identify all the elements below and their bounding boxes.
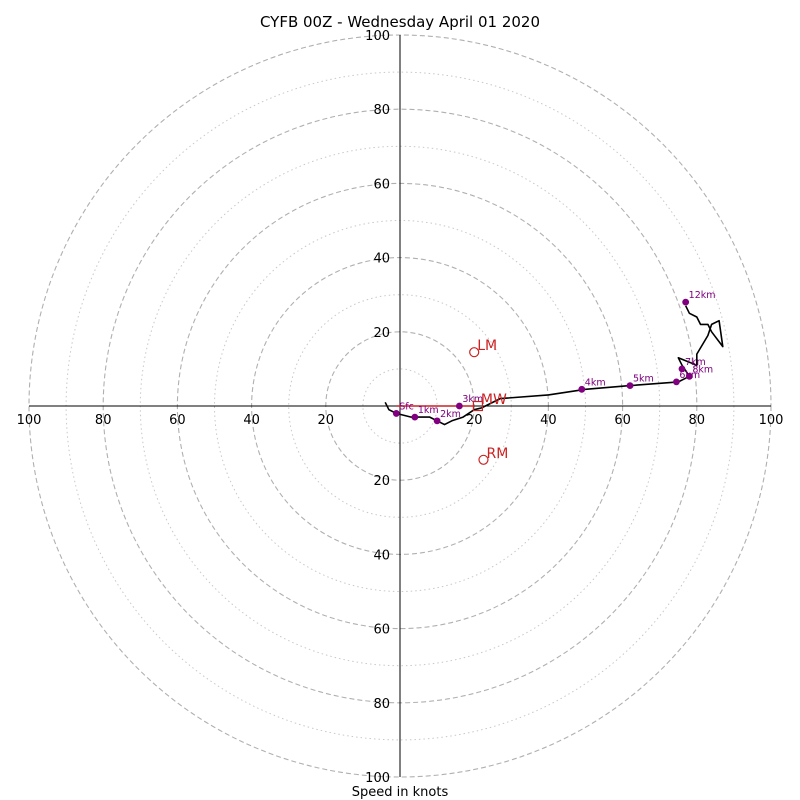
height-point: [578, 385, 586, 393]
height-point: [626, 382, 634, 389]
height-point: [392, 410, 400, 417]
x-tick-label: 20: [318, 413, 335, 428]
y-tick-label: 40: [373, 548, 390, 563]
y-tick-label: 60: [373, 623, 390, 638]
x-tick-label: 60: [614, 413, 631, 428]
height-point: [682, 298, 690, 306]
x-tick-label: 40: [540, 413, 557, 428]
height-point: [433, 417, 441, 425]
x-tick-label: 80: [95, 413, 112, 428]
height-point: [678, 365, 686, 373]
y-tick-label: 80: [373, 697, 390, 712]
height-point-label: 8km: [692, 364, 713, 375]
height-point-label: 5km: [633, 374, 654, 385]
storm-motion-marker: [478, 454, 489, 465]
x-tick-label: 60: [169, 413, 186, 428]
x-axis-label: Speed in knots: [352, 785, 449, 800]
height-point: [455, 402, 463, 410]
y-tick-label: 100: [365, 771, 390, 786]
y-tick-label: 20: [373, 326, 390, 341]
y-tick-label: 80: [373, 103, 390, 118]
height-point-label: 3km: [462, 394, 483, 405]
height-point: [672, 378, 680, 386]
storm-motion-markers: LM RM MW: [469, 338, 508, 465]
height-point: [411, 413, 419, 421]
height-point-label: 4km: [585, 377, 606, 388]
x-tick-label: 80: [689, 413, 706, 428]
chart-title: CYFB 00Z - Wednesday April 01 2020: [260, 13, 540, 31]
storm-motion-marker: [469, 347, 480, 358]
height-point: [685, 372, 693, 380]
x-tick-label: 40: [243, 413, 260, 428]
height-point-label: 1km: [418, 405, 439, 416]
storm-motion-label: LM: [477, 338, 497, 354]
storm-motion-label: MW: [481, 392, 507, 408]
y-tick-label: 20: [373, 474, 390, 489]
height-point-label: Sfc: [399, 401, 414, 412]
x-tick-label: 100: [759, 413, 784, 428]
height-point-label: 12km: [689, 290, 716, 301]
y-tick-label: 60: [373, 177, 390, 192]
x-tick-label: 20: [466, 413, 483, 428]
y-tick-label: 100: [365, 29, 390, 44]
x-tick-label: 100: [17, 413, 42, 428]
mean-wind-marker: [472, 400, 484, 412]
height-point-label: 2km: [440, 409, 461, 420]
tick-labels: 100 80 60 40 20 20 40 60 80 100 100 80 60 40 20 20 40 60 8…: [17, 29, 784, 786]
storm-motion-label: RM: [486, 446, 508, 462]
height-points: Sfc1km2km3km4km5km6km7km8km12km: [392, 290, 716, 425]
height-point-label: 7km: [685, 357, 706, 368]
y-tick-label: 40: [373, 252, 390, 267]
